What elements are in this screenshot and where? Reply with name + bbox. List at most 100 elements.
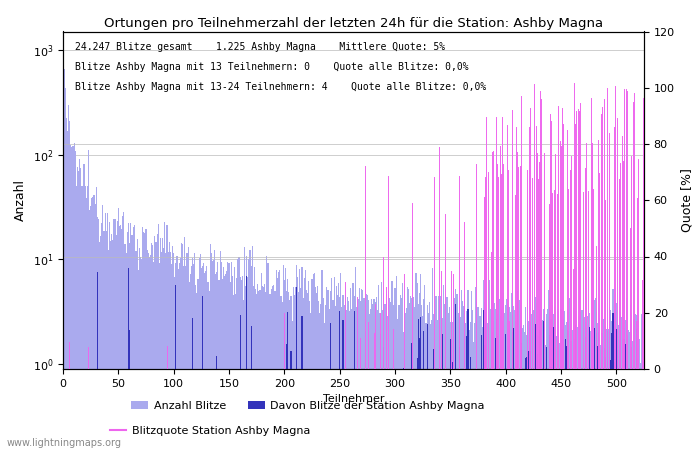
Bar bbox=[171, 264, 172, 450]
Bar bbox=[434, 315, 435, 450]
Bar bbox=[453, 291, 454, 450]
Bar bbox=[254, 267, 255, 450]
Bar bbox=[561, 329, 563, 450]
Bar bbox=[575, 311, 576, 450]
Bar bbox=[455, 304, 456, 450]
Bar bbox=[309, 301, 310, 450]
Bar bbox=[597, 323, 598, 450]
Bar bbox=[165, 253, 167, 450]
Bar bbox=[512, 332, 513, 450]
Bar bbox=[380, 333, 382, 450]
Bar bbox=[88, 150, 89, 450]
Bar bbox=[344, 287, 346, 450]
Bar bbox=[608, 328, 609, 450]
Bar bbox=[175, 285, 176, 450]
Bar bbox=[517, 269, 519, 450]
Bar bbox=[369, 314, 370, 450]
Bar bbox=[462, 301, 463, 450]
Bar bbox=[141, 259, 142, 450]
Bar bbox=[316, 293, 317, 450]
Bar bbox=[270, 289, 272, 450]
Bar bbox=[337, 295, 338, 450]
Bar bbox=[115, 219, 116, 450]
Bar bbox=[586, 328, 587, 450]
Bar bbox=[236, 278, 237, 450]
Bar bbox=[214, 250, 215, 450]
Bar bbox=[288, 292, 289, 450]
Bar bbox=[136, 238, 138, 450]
Bar bbox=[125, 253, 127, 450]
Bar bbox=[290, 351, 291, 450]
Bar bbox=[455, 289, 456, 450]
Bar bbox=[496, 320, 498, 450]
Bar bbox=[326, 287, 327, 450]
Bar bbox=[433, 349, 434, 450]
Bar bbox=[175, 263, 176, 450]
Bar bbox=[211, 253, 212, 450]
Bar bbox=[533, 310, 534, 450]
Bar bbox=[138, 270, 139, 450]
Bar bbox=[172, 246, 173, 450]
Bar bbox=[342, 320, 344, 450]
Bar bbox=[331, 278, 332, 450]
Bar bbox=[258, 291, 260, 450]
Bar bbox=[346, 310, 347, 450]
Bar bbox=[584, 322, 586, 450]
Bar bbox=[503, 293, 504, 450]
Bar bbox=[300, 288, 302, 450]
Bar bbox=[595, 298, 596, 450]
Bar bbox=[638, 321, 639, 450]
Bar bbox=[610, 310, 611, 450]
Bar bbox=[419, 293, 420, 450]
Bar bbox=[130, 223, 131, 450]
Bar bbox=[176, 256, 178, 450]
Bar bbox=[586, 406, 587, 450]
Bar bbox=[438, 297, 439, 450]
Bar bbox=[87, 186, 88, 450]
Bar bbox=[525, 358, 526, 450]
Bar bbox=[552, 305, 553, 450]
Bar bbox=[636, 315, 637, 450]
Text: Blitze Ashby Magna mit 13 Teilnehmern: 0    Quote alle Blitze: 0,0%: Blitze Ashby Magna mit 13 Teilnehmern: 0… bbox=[75, 62, 468, 72]
Bar bbox=[637, 319, 638, 450]
Bar bbox=[477, 307, 479, 450]
Bar bbox=[384, 305, 386, 450]
Bar bbox=[361, 289, 363, 450]
Bar bbox=[224, 275, 225, 450]
Bar bbox=[489, 309, 491, 450]
Bar bbox=[512, 304, 513, 450]
Bar bbox=[443, 285, 444, 450]
Bar bbox=[628, 369, 629, 450]
Bar bbox=[535, 297, 536, 450]
Bar bbox=[154, 236, 155, 450]
Bar bbox=[589, 327, 590, 450]
Bar bbox=[528, 351, 529, 450]
Bar bbox=[504, 370, 505, 450]
Bar bbox=[148, 252, 149, 450]
Bar bbox=[452, 362, 453, 450]
Bar bbox=[195, 285, 197, 450]
Bar bbox=[626, 298, 627, 450]
Bar bbox=[617, 331, 618, 450]
Bar bbox=[470, 322, 471, 450]
Bar bbox=[398, 305, 399, 450]
Bar bbox=[523, 377, 524, 450]
Bar bbox=[571, 396, 573, 450]
Bar bbox=[606, 401, 607, 450]
Bar bbox=[382, 310, 384, 450]
Bar bbox=[484, 345, 485, 450]
Bar bbox=[485, 312, 486, 450]
Bar bbox=[426, 306, 428, 450]
Bar bbox=[620, 330, 622, 450]
Bar bbox=[230, 282, 231, 450]
Bar bbox=[409, 303, 410, 450]
Bar bbox=[207, 283, 209, 450]
Bar bbox=[373, 299, 374, 450]
Bar bbox=[354, 297, 355, 450]
Bar bbox=[416, 283, 418, 450]
Bar bbox=[307, 293, 308, 450]
Bar bbox=[330, 291, 331, 450]
Bar bbox=[296, 266, 297, 450]
Bar bbox=[231, 262, 232, 450]
Bar bbox=[182, 244, 183, 450]
